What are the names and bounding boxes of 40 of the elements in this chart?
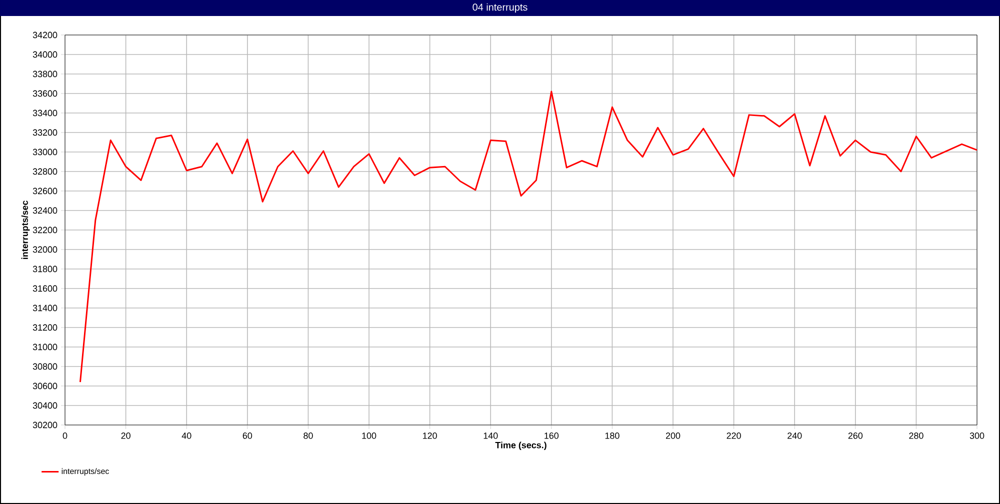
x-tick-label: 80 [304, 432, 313, 439]
y-axis-title: interrupts/sec [21, 200, 30, 260]
x-tick-label: 140 [484, 432, 498, 439]
y-tick-label: 32800 [32, 168, 58, 175]
x-axis-title: Time (secs.) [495, 442, 546, 450]
x-tick-label: 220 [726, 432, 741, 439]
y-tick-label: 32600 [32, 188, 58, 194]
x-tick-label: 260 [848, 432, 863, 439]
y-tick-label: 30400 [32, 402, 58, 409]
y-tick-label: 30800 [32, 363, 58, 370]
y-tick-label: 33000 [32, 148, 58, 156]
x-tick-label: 60 [242, 432, 252, 439]
x-tick-label: 200 [666, 432, 680, 439]
y-tick-label: 34000 [32, 51, 58, 58]
x-tick-label: 20 [121, 432, 130, 439]
x-tick-label: 300 [970, 432, 984, 439]
x-tick-label: 100 [362, 432, 376, 439]
y-tick-label: 33400 [32, 110, 58, 116]
y-tick-label: 31000 [32, 344, 58, 350]
y-tick-label: 31400 [32, 304, 58, 312]
y-tick-label: 33600 [32, 90, 58, 97]
y-tick-label: 32200 [32, 226, 58, 234]
y-tick-label: 30600 [32, 382, 58, 390]
x-tick-label: 160 [544, 432, 559, 439]
x-tick-label: 120 [423, 432, 437, 439]
x-tick-label: 40 [182, 432, 192, 439]
x-tick-label: 180 [605, 432, 620, 439]
chart-title: 04 interrupts [472, 3, 528, 13]
x-tick-label: 0 [62, 432, 68, 439]
y-tick-label: 30200 [32, 422, 58, 428]
y-tick-label: 32400 [32, 207, 58, 214]
y-tick-label: 33800 [32, 70, 58, 78]
y-tick-label: 32000 [32, 246, 58, 253]
y-tick-label: 33200 [32, 129, 58, 136]
x-tick-label: 280 [909, 432, 924, 439]
y-tick-label: 31200 [32, 324, 58, 331]
y-tick-label: 31600 [32, 285, 58, 292]
x-tick-label: 240 [788, 432, 802, 439]
y-tick-label: 31800 [32, 266, 58, 272]
y-tick-label: 34200 [32, 32, 58, 38]
